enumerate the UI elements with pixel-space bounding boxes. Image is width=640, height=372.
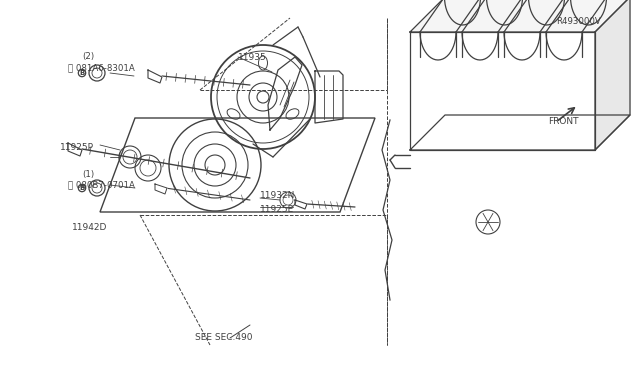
Text: 11932N: 11932N [260, 192, 296, 201]
Text: B: B [79, 185, 84, 191]
Text: 11925E: 11925E [260, 205, 294, 215]
Text: (1): (1) [82, 170, 94, 179]
Text: SEE SEC.490: SEE SEC.490 [195, 334, 253, 343]
Polygon shape [410, 0, 630, 32]
Text: 11942D: 11942D [72, 224, 108, 232]
Text: Ⓑ 081A6-8301A: Ⓑ 081A6-8301A [68, 64, 135, 73]
Polygon shape [155, 184, 167, 194]
Text: B: B [79, 70, 84, 76]
Polygon shape [410, 32, 595, 150]
Text: 11925P: 11925P [60, 144, 94, 153]
Text: R493000V: R493000V [556, 17, 601, 26]
Polygon shape [410, 115, 630, 150]
Polygon shape [595, 0, 630, 150]
Polygon shape [148, 70, 162, 83]
Polygon shape [68, 143, 82, 156]
Text: 11935: 11935 [238, 52, 267, 61]
Text: (2): (2) [82, 52, 94, 61]
Text: Ⓑ 080B7-0701A: Ⓑ 080B7-0701A [68, 180, 135, 189]
Polygon shape [295, 200, 307, 209]
Polygon shape [100, 118, 375, 212]
Text: FRONT: FRONT [548, 118, 579, 126]
